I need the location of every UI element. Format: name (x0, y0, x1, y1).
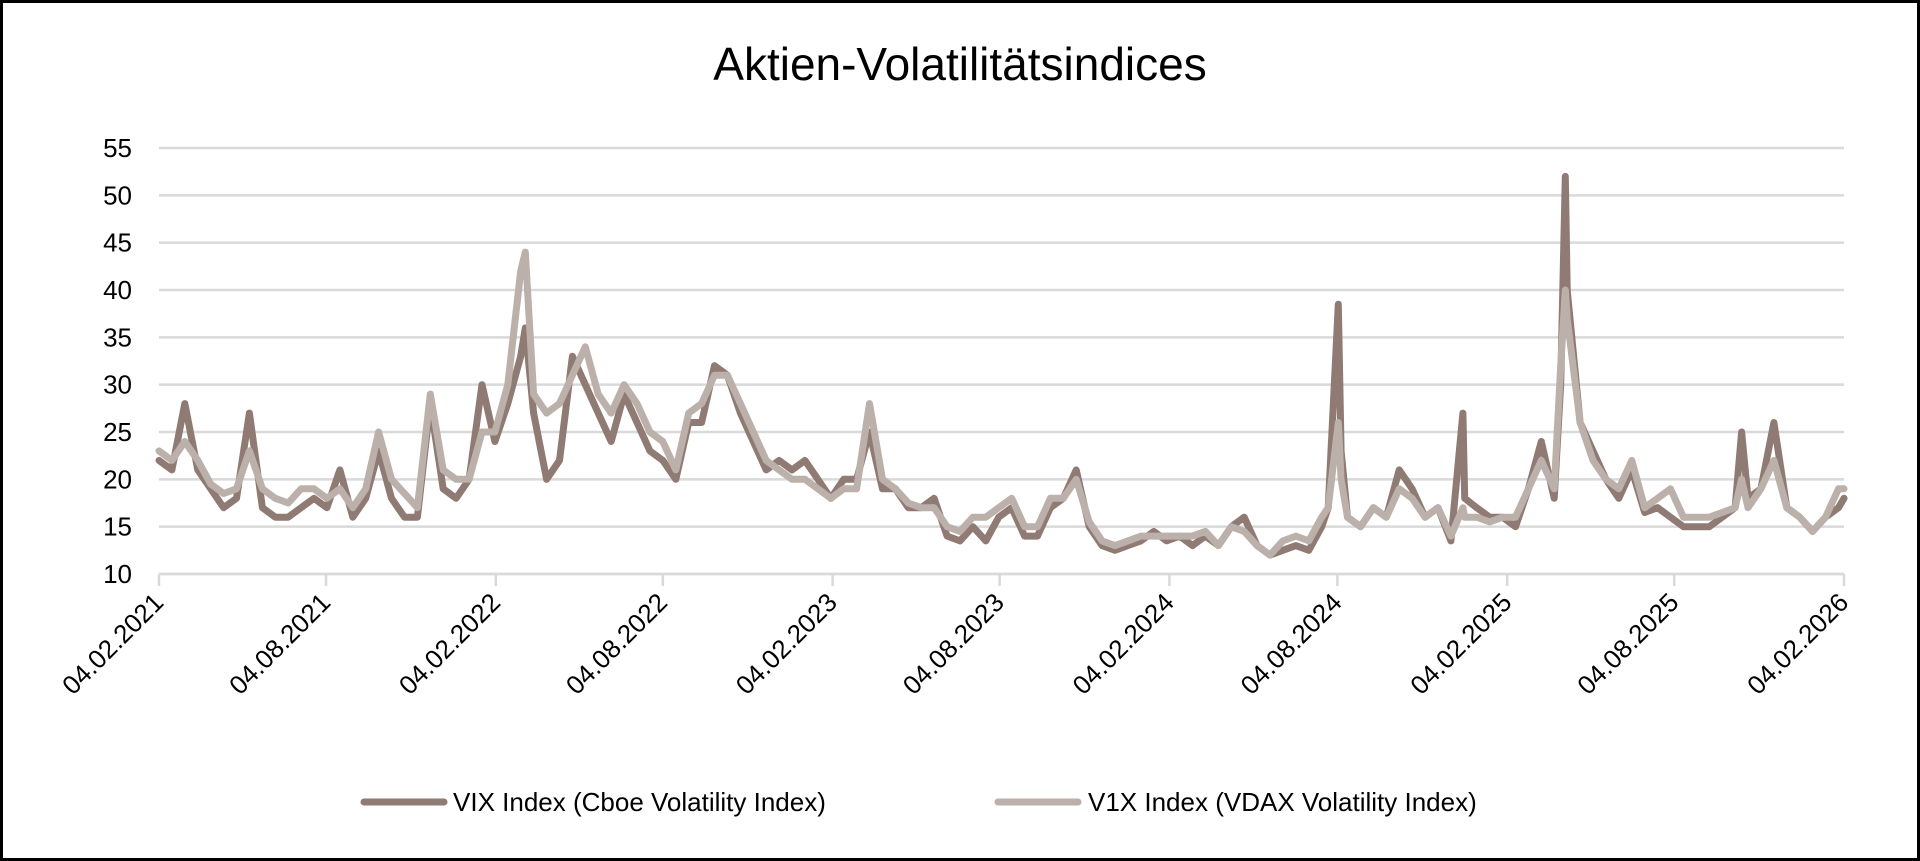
series-lines (155, 172, 1848, 559)
chart-title: Aktien-Volatilitätsindices (713, 38, 1206, 90)
y-axis: 10 15 20 25 30 35 40 45 50 55 (103, 133, 132, 589)
series-line-v1x (155, 248, 1848, 559)
legend-label-v1x: V1X Index (VDAX Volatility Index) (1088, 787, 1477, 817)
y-tick-label: 45 (103, 228, 132, 258)
legend-label-vix: VIX Index (Cboe Volatility Index) (453, 787, 826, 817)
y-tick-label: 25 (103, 417, 132, 447)
y-tick-label: 30 (103, 370, 132, 400)
y-tick-label: 50 (103, 180, 132, 210)
legend: VIX Index (Cboe Volatility Index) V1X Ind… (360, 787, 1477, 817)
y-tick-label: 40 (103, 275, 132, 305)
y-tick-label: 55 (103, 133, 132, 163)
y-tick-label: 10 (103, 559, 132, 589)
y-tick-label: 35 (103, 322, 132, 352)
y-tick-label: 20 (103, 464, 132, 494)
y-tick-label: 15 (103, 512, 132, 542)
